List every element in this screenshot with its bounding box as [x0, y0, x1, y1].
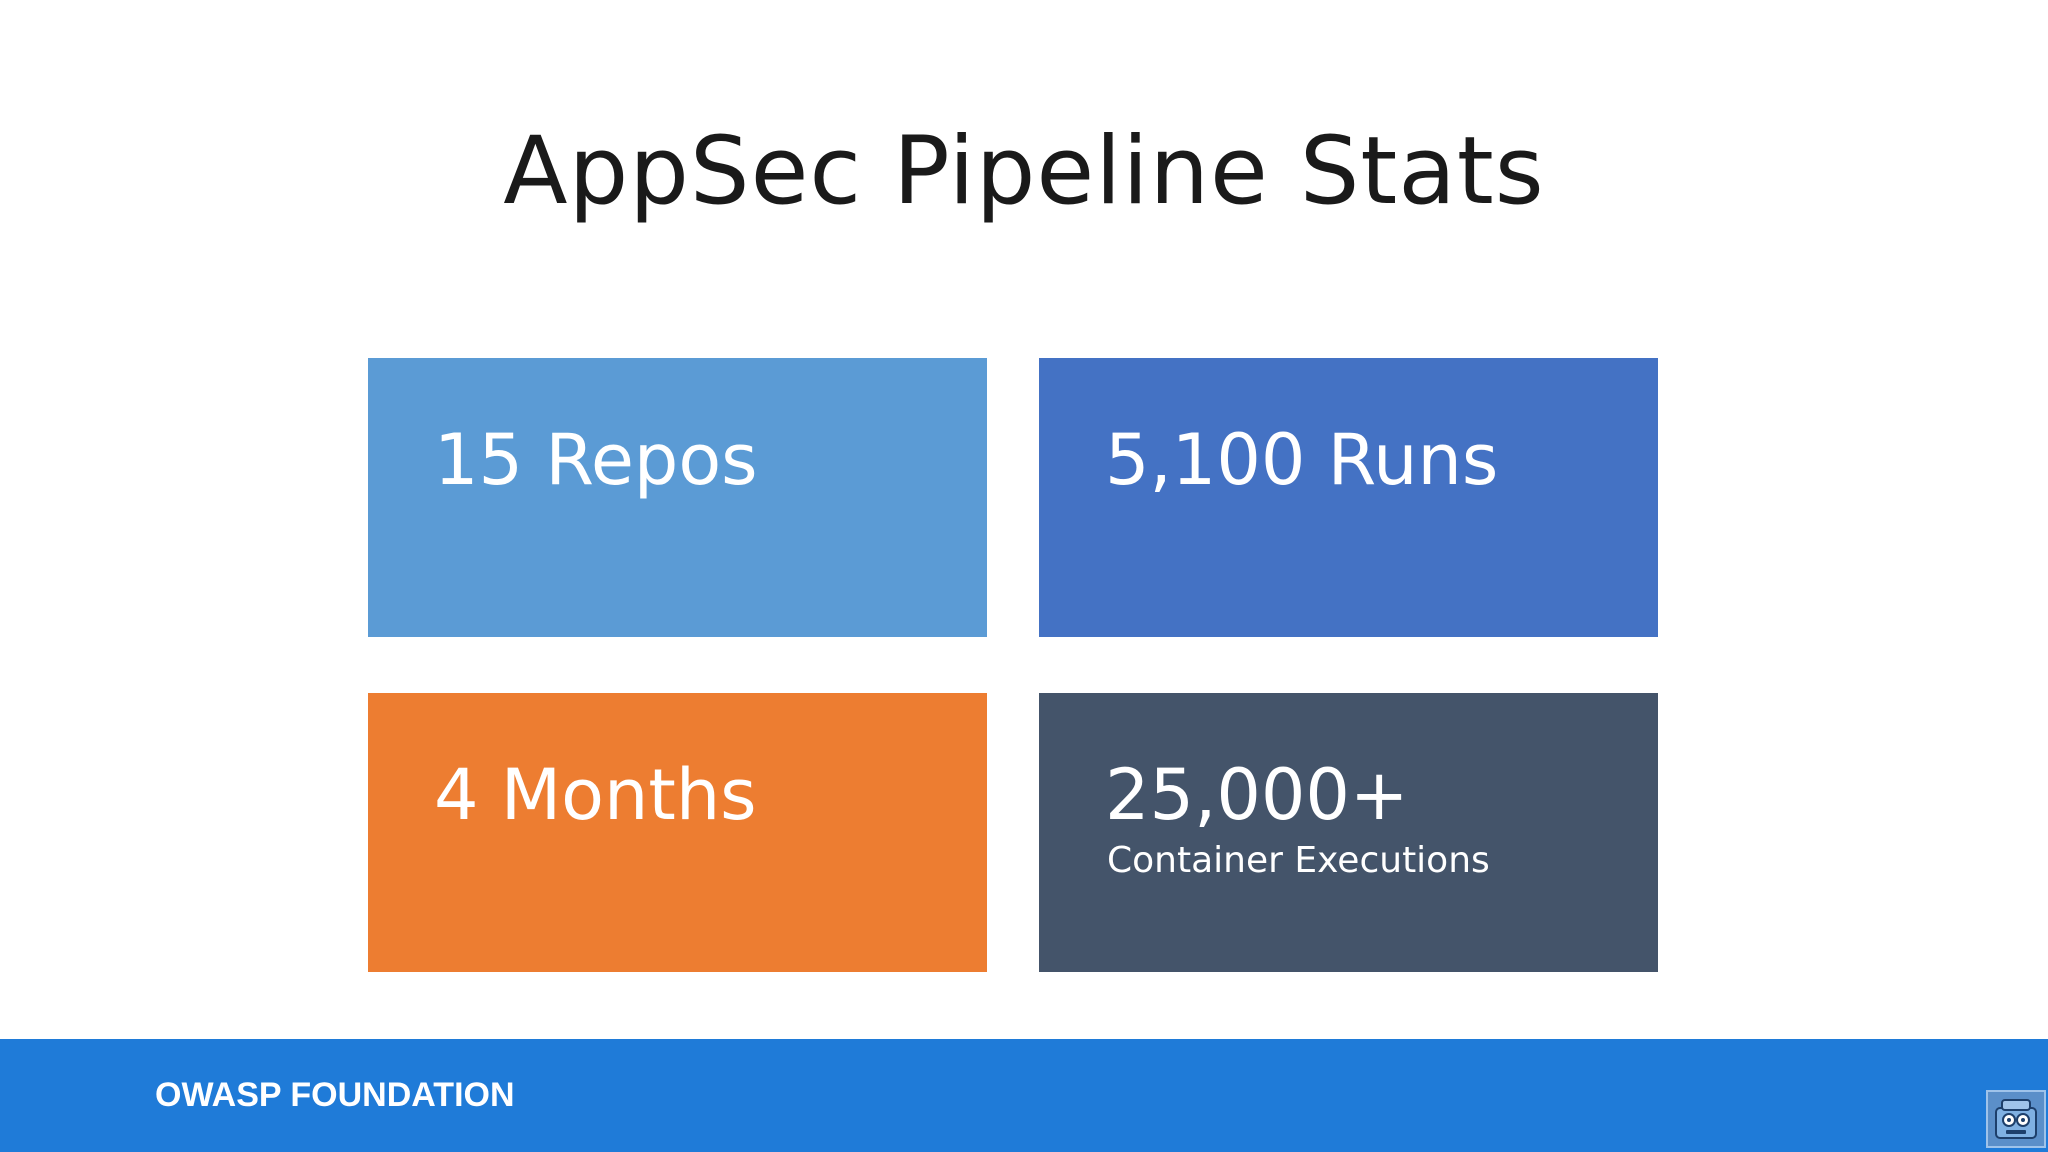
stat-tile-months: 4 Months	[368, 693, 987, 972]
footer-label: OWASP FOUNDATION	[155, 1076, 515, 1114]
stat-caption: Container Executions	[1107, 840, 1490, 881]
stat-value: 15 Repos	[434, 419, 758, 501]
stat-value: 25,000+	[1105, 754, 1409, 836]
stat-value: 5,100 Runs	[1105, 419, 1499, 501]
slide-title: AppSec Pipeline Stats	[503, 117, 1545, 226]
owasp-bot-icon	[1986, 1090, 2046, 1148]
footer-bar: OWASP FOUNDATION	[0, 1039, 2048, 1152]
stat-value: 4 Months	[434, 754, 757, 836]
stat-tile-repos: 15 Repos	[368, 358, 987, 637]
stat-tile-container-executions: 25,000+ Container Executions	[1039, 693, 1658, 972]
stat-tile-runs: 5,100 Runs	[1039, 358, 1658, 637]
